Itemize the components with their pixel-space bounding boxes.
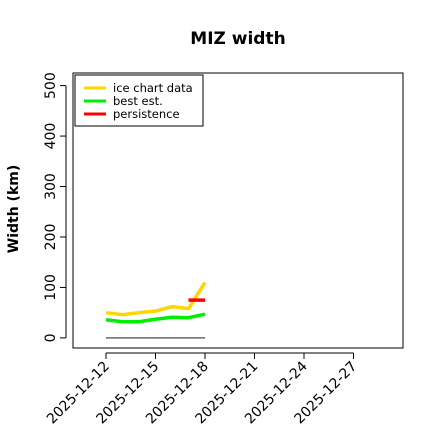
y-tick-label: 300 (43, 173, 59, 200)
legend-label-ice-chart-data: ice chart data (113, 81, 193, 95)
plot-area-frame (72, 72, 404, 349)
y-tick-label: 400 (43, 123, 59, 150)
y-tick-label: 100 (43, 274, 59, 301)
y-axis-label: Width (km) (6, 165, 22, 254)
y-tick-label: 200 (43, 224, 59, 251)
legend-label-persistence: persistence (113, 107, 180, 121)
legend-label-best-est: best est. (113, 94, 163, 108)
series-line-ice-chart-data (105, 281, 207, 317)
series-line-best-est (105, 312, 206, 324)
data-layer (105, 281, 207, 339)
y-tick-label: 0 (43, 333, 59, 342)
chart-title: MIZ width (190, 29, 285, 49)
y-tick-label: 500 (43, 72, 59, 99)
legend: ice chart data best est. persistence (74, 74, 204, 127)
